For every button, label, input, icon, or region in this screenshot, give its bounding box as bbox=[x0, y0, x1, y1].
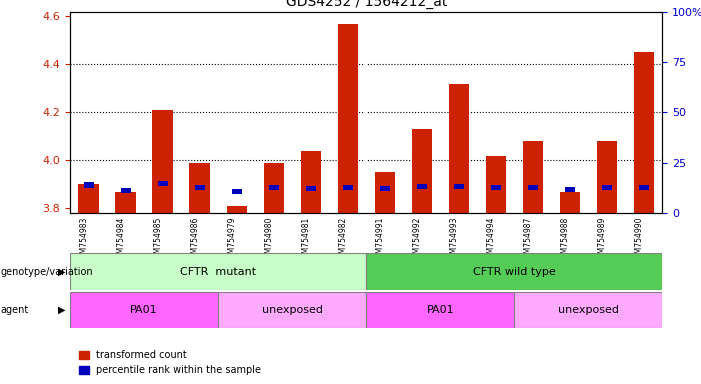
Bar bbox=[602, 185, 612, 190]
Bar bbox=[449, 83, 469, 213]
Bar bbox=[268, 185, 279, 190]
Bar bbox=[565, 187, 575, 192]
Bar bbox=[559, 192, 580, 213]
Text: GSM754980: GSM754980 bbox=[265, 217, 273, 263]
Text: GSM754994: GSM754994 bbox=[487, 217, 496, 263]
Text: genotype/variation: genotype/variation bbox=[1, 266, 93, 277]
Bar bbox=[528, 185, 538, 190]
Bar bbox=[116, 192, 136, 213]
Bar bbox=[380, 185, 390, 191]
Bar bbox=[226, 206, 247, 213]
Text: GSM754988: GSM754988 bbox=[561, 217, 570, 263]
Bar bbox=[70, 292, 218, 328]
Bar bbox=[338, 23, 358, 213]
Text: ▶: ▶ bbox=[57, 305, 65, 315]
Bar bbox=[411, 129, 432, 213]
Bar bbox=[83, 182, 94, 188]
Text: CFTR  mutant: CFTR mutant bbox=[180, 266, 257, 277]
Bar bbox=[416, 184, 427, 189]
Text: GSM754982: GSM754982 bbox=[339, 217, 348, 263]
Bar bbox=[301, 151, 321, 213]
Text: GSM754992: GSM754992 bbox=[413, 217, 422, 263]
Bar bbox=[195, 185, 205, 190]
Text: agent: agent bbox=[1, 305, 29, 315]
Bar bbox=[374, 172, 395, 213]
Bar bbox=[366, 253, 662, 290]
Text: GSM754986: GSM754986 bbox=[191, 217, 200, 263]
Bar bbox=[231, 189, 242, 194]
Text: GSM754991: GSM754991 bbox=[376, 217, 385, 263]
Bar bbox=[454, 184, 464, 189]
Bar bbox=[634, 52, 654, 213]
Text: GSM754979: GSM754979 bbox=[228, 217, 237, 263]
Text: GSM754985: GSM754985 bbox=[154, 217, 163, 263]
Bar bbox=[189, 163, 210, 213]
Bar bbox=[597, 141, 617, 213]
Text: CFTR wild type: CFTR wild type bbox=[473, 266, 556, 277]
Bar bbox=[79, 184, 99, 213]
Bar bbox=[306, 185, 316, 191]
Text: ▶: ▶ bbox=[57, 266, 65, 277]
Bar bbox=[158, 181, 168, 186]
Text: unexposed: unexposed bbox=[558, 305, 619, 315]
Text: GSM754989: GSM754989 bbox=[598, 217, 607, 263]
Bar bbox=[121, 188, 130, 194]
Bar bbox=[486, 156, 506, 213]
Legend: transformed count, percentile rank within the sample: transformed count, percentile rank withi… bbox=[75, 346, 265, 379]
Text: GSM754990: GSM754990 bbox=[635, 217, 644, 263]
Text: GSM754981: GSM754981 bbox=[301, 217, 311, 263]
Text: unexposed: unexposed bbox=[261, 305, 322, 315]
Text: GSM754984: GSM754984 bbox=[116, 217, 125, 263]
Text: GSM754987: GSM754987 bbox=[524, 217, 533, 263]
Title: GDS4252 / 1564212_at: GDS4252 / 1564212_at bbox=[285, 0, 447, 9]
Bar bbox=[70, 253, 366, 290]
Bar bbox=[366, 292, 515, 328]
Bar bbox=[264, 163, 284, 213]
Bar bbox=[639, 185, 649, 190]
Bar bbox=[153, 110, 173, 213]
Text: GSM754983: GSM754983 bbox=[80, 217, 88, 263]
Text: GSM754993: GSM754993 bbox=[450, 217, 459, 263]
Bar bbox=[523, 141, 543, 213]
Bar bbox=[515, 292, 662, 328]
Text: PA01: PA01 bbox=[130, 305, 158, 315]
Text: PA01: PA01 bbox=[426, 305, 454, 315]
Bar bbox=[491, 185, 501, 190]
Bar bbox=[343, 185, 353, 190]
Bar bbox=[218, 292, 366, 328]
